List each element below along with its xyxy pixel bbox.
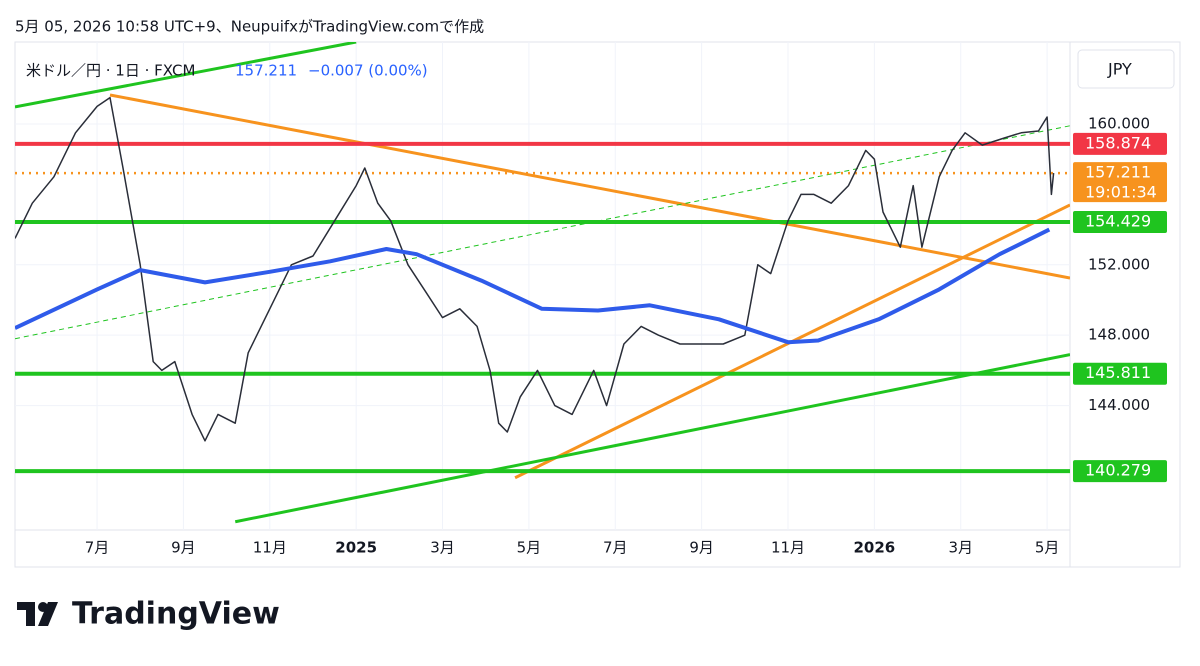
x-tick-label: 9月 [171, 539, 196, 557]
trend-line [109, 93, 1070, 280]
level-label: 140.279 [1085, 461, 1151, 480]
x-tick-label: 11月 [771, 539, 805, 557]
y-tick-label: 144.000 [1088, 396, 1150, 414]
x-tick-label: 2025 [335, 539, 377, 557]
series-line [15, 96, 1055, 442]
series-line [15, 227, 1051, 345]
countdown: 19:01:34 [1085, 183, 1157, 202]
logo-text: TradingView [72, 597, 280, 632]
level-label: 157.211 [1085, 163, 1151, 182]
level-label: 158.874 [1085, 133, 1151, 152]
y-tick-label: 152.000 [1088, 255, 1150, 273]
x-tick-label: 5月 [517, 539, 542, 557]
x-tick-label: 5月 [1035, 539, 1060, 557]
x-tick-label: 3月 [430, 539, 455, 557]
trend-line [15, 125, 1070, 340]
level-label: 145.811 [1085, 363, 1151, 382]
symbol: 米ドル／円 · 1日 · FXCM [26, 62, 195, 80]
y-tick-label: 160.000 [1088, 115, 1150, 133]
y-tick-label: 148.000 [1088, 326, 1150, 344]
x-tick-label: 2026 [853, 539, 895, 557]
level-label-box [1073, 362, 1167, 385]
level-label-box [1073, 460, 1167, 483]
x-tick-label: 3月 [948, 539, 973, 557]
currency: JPY [1107, 60, 1132, 79]
level-label-box [1073, 211, 1167, 234]
trend-line [234, 353, 1070, 524]
header: 5月 05, 2026 10:58 UTC+9、NeupuifxがTrading… [15, 18, 484, 36]
legend-price: 157.211 [235, 62, 297, 80]
frame [14, 41, 1181, 568]
currency-box[interactable] [1077, 49, 1175, 89]
x-tick-label: 7月 [85, 539, 110, 557]
trend-line [15, 42, 357, 109]
logo-icon [17, 602, 58, 626]
x-tick-label: 11月 [253, 539, 287, 557]
x-tick-label: 9月 [689, 539, 714, 557]
grid [15, 42, 1070, 530]
x-tick-label: 7月 [603, 539, 628, 557]
level-label: 154.429 [1085, 212, 1151, 231]
level-label-box [1073, 162, 1167, 203]
plot-area [15, 42, 1070, 524]
level-label-box [1073, 132, 1167, 155]
legend-change: −0.007 (0.00%) [308, 62, 428, 80]
axes: 144.000 148.000 152.000 160.000 7月 9月 11月 2025 3… [85, 115, 1167, 557]
